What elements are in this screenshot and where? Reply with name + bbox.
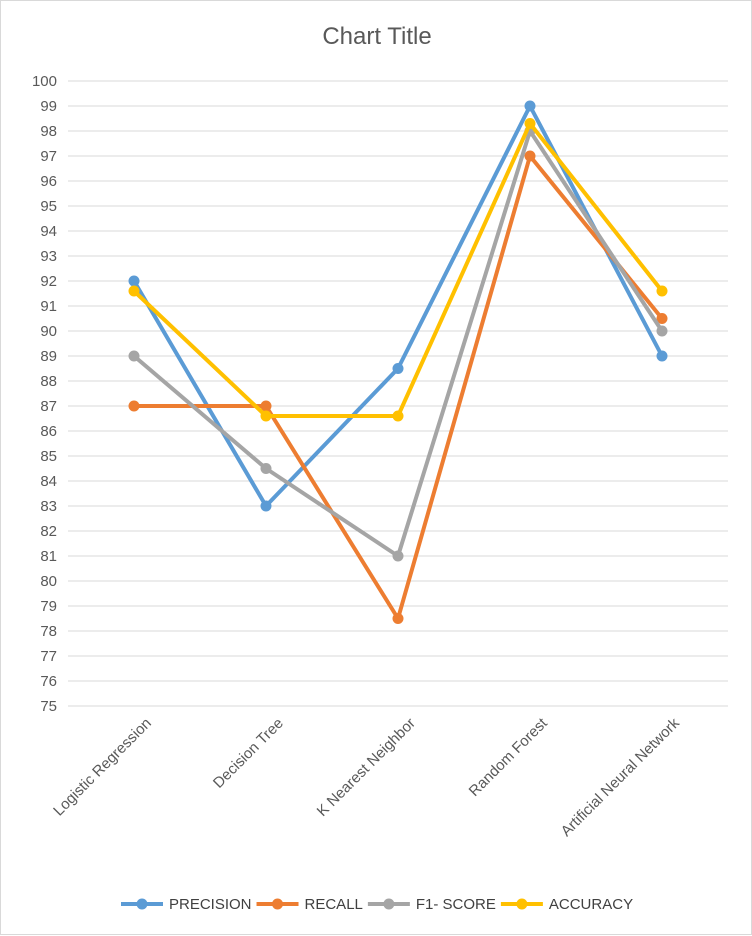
legend-label: ACCURACY (549, 896, 633, 913)
y-tick-label: 80 (40, 573, 57, 590)
y-tick-label: 91 (40, 298, 57, 315)
legend-marker (383, 898, 395, 910)
y-tick-label: 77 (40, 648, 57, 665)
y-tick-label: 81 (40, 548, 57, 565)
y-axis-tick-labels: 75 76 77 78 79 80 81 82 83 84 85 86 87 88 89 90 91 92 93 94… (32, 73, 57, 715)
chart-title: Chart Title (322, 23, 431, 50)
legend-label: PRECISION (169, 896, 252, 913)
data-point (656, 325, 668, 337)
series-accuracy (128, 118, 668, 422)
x-tick-label: Artificial Neural Network (558, 714, 684, 840)
series-f1-score (128, 125, 668, 562)
legend-item: PRECISION (121, 896, 252, 913)
y-tick-label: 92 (40, 273, 57, 290)
legend-item: RECALL (256, 896, 363, 913)
data-point (656, 350, 668, 362)
data-point (260, 410, 272, 422)
series-recall (128, 150, 668, 624)
legend-marker (136, 898, 148, 910)
legend-item: ACCURACY (500, 896, 633, 913)
y-tick-label: 100 (32, 73, 57, 90)
series-layer (128, 100, 668, 624)
y-tick-label: 79 (40, 598, 57, 615)
y-tick-label: 82 (40, 523, 57, 540)
x-tick-label: Decision Tree (210, 715, 287, 792)
data-point (524, 150, 536, 162)
data-point (260, 500, 272, 512)
y-tick-label: 90 (40, 323, 57, 340)
data-point (392, 613, 404, 624)
y-tick-label: 86 (40, 423, 57, 440)
legend-label: F1- SCORE (416, 896, 496, 913)
series-line (132, 154, 664, 621)
data-point (260, 400, 272, 412)
data-point (524, 118, 536, 129)
legend-item: F1- SCORE (367, 896, 496, 913)
y-tick-label: 88 (40, 373, 57, 390)
y-tick-label: 94 (40, 223, 57, 240)
x-axis-tick-labels: Logistic Regression Decision Tree K Neares… (50, 714, 683, 840)
data-point (128, 275, 140, 287)
data-point (656, 313, 668, 324)
y-tick-label: 78 (40, 623, 57, 640)
data-point (260, 463, 272, 474)
y-tick-label: 99 (40, 98, 57, 115)
y-tick-label: 76 (40, 673, 57, 690)
y-tick-label: 87 (40, 398, 57, 415)
data-point (128, 285, 140, 297)
legend: PRECISION RECALL F1- SCORE ACCURACY (121, 896, 633, 913)
data-point (524, 100, 536, 112)
data-point (128, 350, 140, 362)
y-tick-label: 84 (40, 473, 57, 490)
data-point (392, 550, 404, 562)
legend-marker (272, 898, 284, 910)
x-tick-label: Logistic Regression (50, 715, 155, 820)
gridlines (68, 80, 728, 707)
y-tick-label: 93 (40, 248, 57, 265)
data-point (656, 285, 668, 297)
y-tick-label: 89 (40, 348, 57, 365)
x-tick-label: Random Forest (466, 714, 552, 800)
y-tick-label: 98 (40, 123, 57, 140)
data-point (392, 363, 404, 374)
y-tick-label: 97 (40, 148, 57, 165)
y-tick-label: 83 (40, 498, 57, 515)
x-tick-label: K Nearest Neighbor (314, 715, 419, 820)
y-tick-label: 85 (40, 448, 57, 465)
y-tick-label: 96 (40, 173, 57, 190)
data-point (392, 410, 404, 422)
y-tick-label: 95 (40, 198, 57, 215)
legend-label: RECALL (305, 896, 363, 913)
legend-marker (516, 898, 528, 910)
y-tick-label: 75 (40, 698, 57, 715)
series-line (132, 129, 664, 558)
data-point (128, 400, 140, 412)
